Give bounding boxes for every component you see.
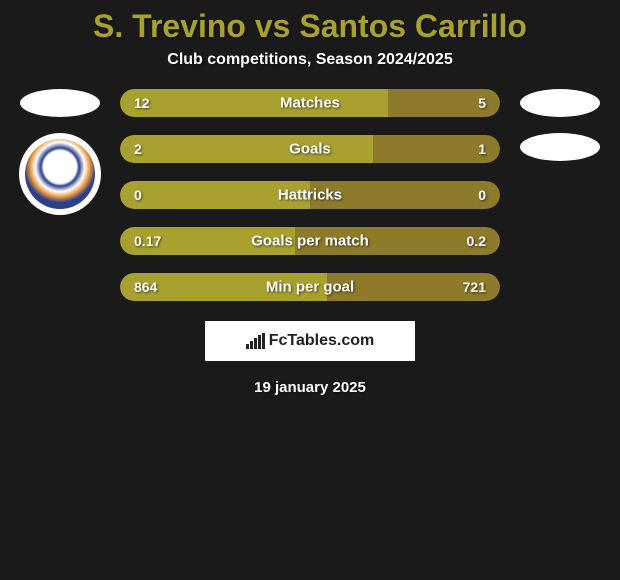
title-text: S. Trevino vs Santos Carrillo (93, 8, 527, 44)
stat-value-right: 721 (463, 279, 486, 295)
stat-value-left: 864 (134, 279, 157, 295)
stat-label: Goals (289, 141, 331, 158)
stat-value-right: 0 (478, 187, 486, 203)
right-player-col (510, 89, 610, 161)
subtitle: Club competitions, Season 2024/2025 (0, 51, 620, 89)
comparison-content: 12 5 Matches 2 1 Goals 0 0 Hattricks 0.17 0.2 Goals… (0, 89, 620, 301)
stat-value-right: 0.2 (467, 233, 486, 249)
brand-text: FcTables.com (269, 332, 375, 350)
footer-date: 19 january 2025 (0, 379, 620, 396)
stat-value-right: 1 (478, 141, 486, 157)
stat-label: Goals per match (251, 233, 369, 250)
right-player-avatar (520, 89, 600, 117)
stat-bar-row: 0 0 Hattricks (120, 181, 500, 209)
stat-bars: 12 5 Matches 2 1 Goals 0 0 Hattricks 0.17 0.2 Goals… (110, 89, 510, 301)
stat-bar-left (120, 135, 373, 163)
stat-label: Hattricks (278, 187, 342, 204)
stat-value-left: 12 (134, 95, 150, 111)
stat-bar-row: 12 5 Matches (120, 89, 500, 117)
chart-icon (246, 333, 265, 349)
stat-value-left: 2 (134, 141, 142, 157)
left-team-logo-graphic (25, 139, 95, 209)
stat-label: Min per goal (266, 279, 354, 296)
subtitle-text: Club competitions, Season 2024/2025 (167, 51, 452, 68)
page-title: S. Trevino vs Santos Carrillo (0, 0, 620, 51)
right-team-placeholder (520, 133, 600, 161)
left-team-logo (19, 133, 101, 215)
stat-label: Matches (280, 95, 340, 112)
brand-logo: FcTables.com (205, 321, 415, 361)
stat-value-left: 0.17 (134, 233, 161, 249)
footer-date-text: 19 january 2025 (254, 379, 366, 396)
stat-value-left: 0 (134, 187, 142, 203)
stat-bar-row: 2 1 Goals (120, 135, 500, 163)
stat-bar-row: 0.17 0.2 Goals per match (120, 227, 500, 255)
left-player-col (10, 89, 110, 215)
left-player-avatar (20, 89, 100, 117)
stat-bar-row: 864 721 Min per goal (120, 273, 500, 301)
stat-bar-left (120, 89, 388, 117)
stat-value-right: 5 (478, 95, 486, 111)
